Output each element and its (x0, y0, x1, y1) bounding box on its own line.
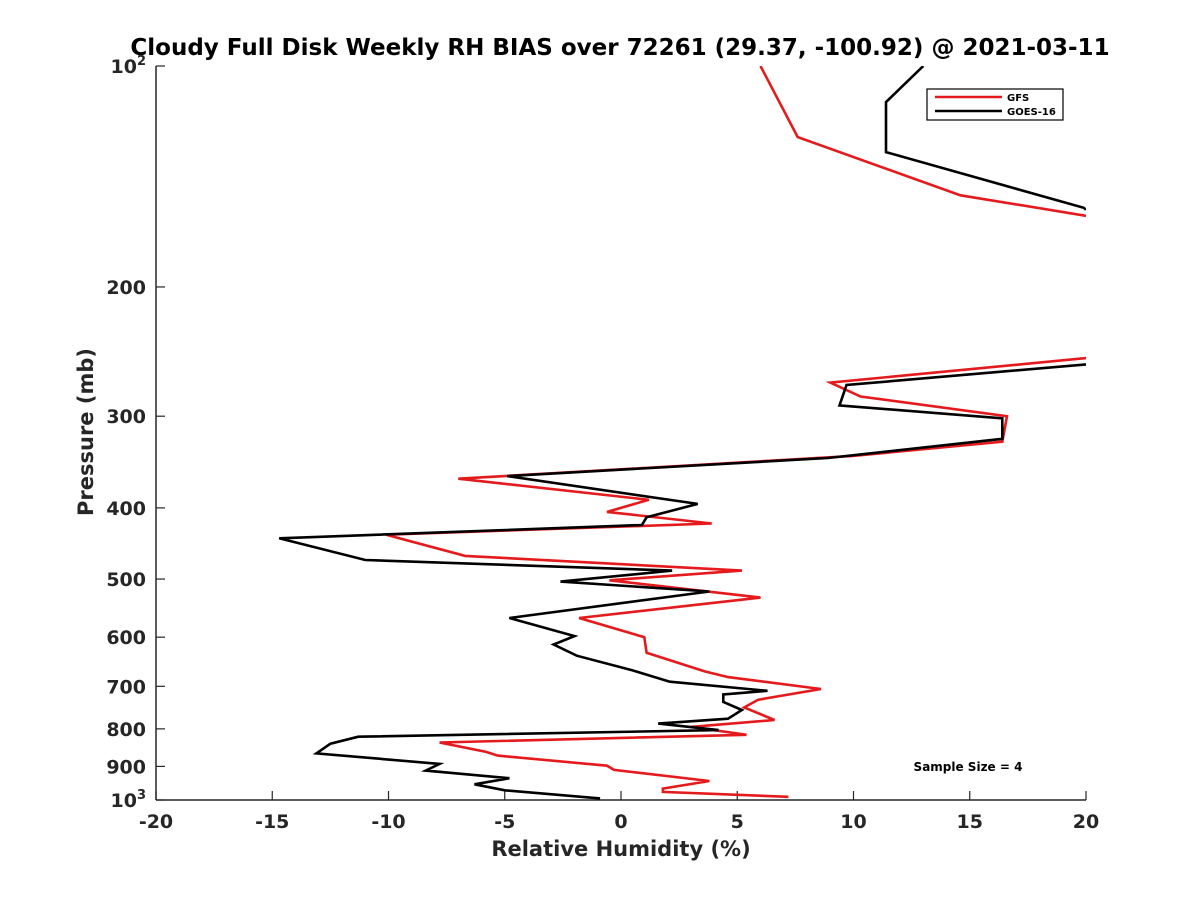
y-tick-label: 300 (106, 406, 146, 428)
series-line-gfs-segment-0 (759, 66, 1086, 218)
x-tick-label: -5 (494, 811, 515, 833)
series-lines (278, 66, 1086, 800)
y-tick-label: 103 (111, 788, 147, 812)
x-axis-ticks: -20 -15 -10 -5 0 5 10 15 20 (139, 791, 1099, 833)
series-line-gfs-segment-1 (385, 356, 1086, 799)
chart-title: Cloudy Full Disk Weekly RH BIAS over 722… (130, 35, 1109, 61)
y-tick-label: 700 (106, 676, 146, 698)
x-tick-label: 5 (731, 811, 744, 833)
y-tick-label: 200 (106, 277, 146, 299)
y-tick-label: 400 (106, 498, 146, 520)
y-axis-ticks: 102 200 300 400 500 600 700 800 900 103 (106, 54, 165, 812)
y-axis-label: Pressure (mb) (74, 348, 98, 516)
sample-size-annotation: Sample Size = 4 (914, 760, 1023, 774)
y-tick-label: 102 (111, 54, 147, 78)
x-tick-label: 0 (614, 811, 627, 833)
legend-label-gfs: GFS (1007, 93, 1029, 104)
x-tick-label: 10 (840, 811, 866, 833)
series-line-goes16-segment-1 (278, 363, 1086, 800)
legend-label-goes16: GOES-16 (1007, 107, 1056, 118)
x-tick-label: -20 (139, 811, 173, 833)
x-tick-label: 20 (1073, 811, 1099, 833)
x-tick-label: -10 (371, 811, 405, 833)
x-tick-label: 15 (957, 811, 983, 833)
legend-box (926, 88, 1064, 121)
y-tick-label: 800 (106, 719, 146, 741)
x-tick-label: -15 (255, 811, 289, 833)
series-line-goes16-segment-0 (884, 66, 1086, 211)
y-tick-label: 600 (106, 627, 146, 649)
y-tick-label: 500 (106, 569, 146, 591)
x-axis-label: Relative Humidity (%) (491, 837, 750, 861)
y-tick-label: 900 (106, 756, 146, 778)
legend: GFS GOES-16 (926, 88, 1064, 121)
